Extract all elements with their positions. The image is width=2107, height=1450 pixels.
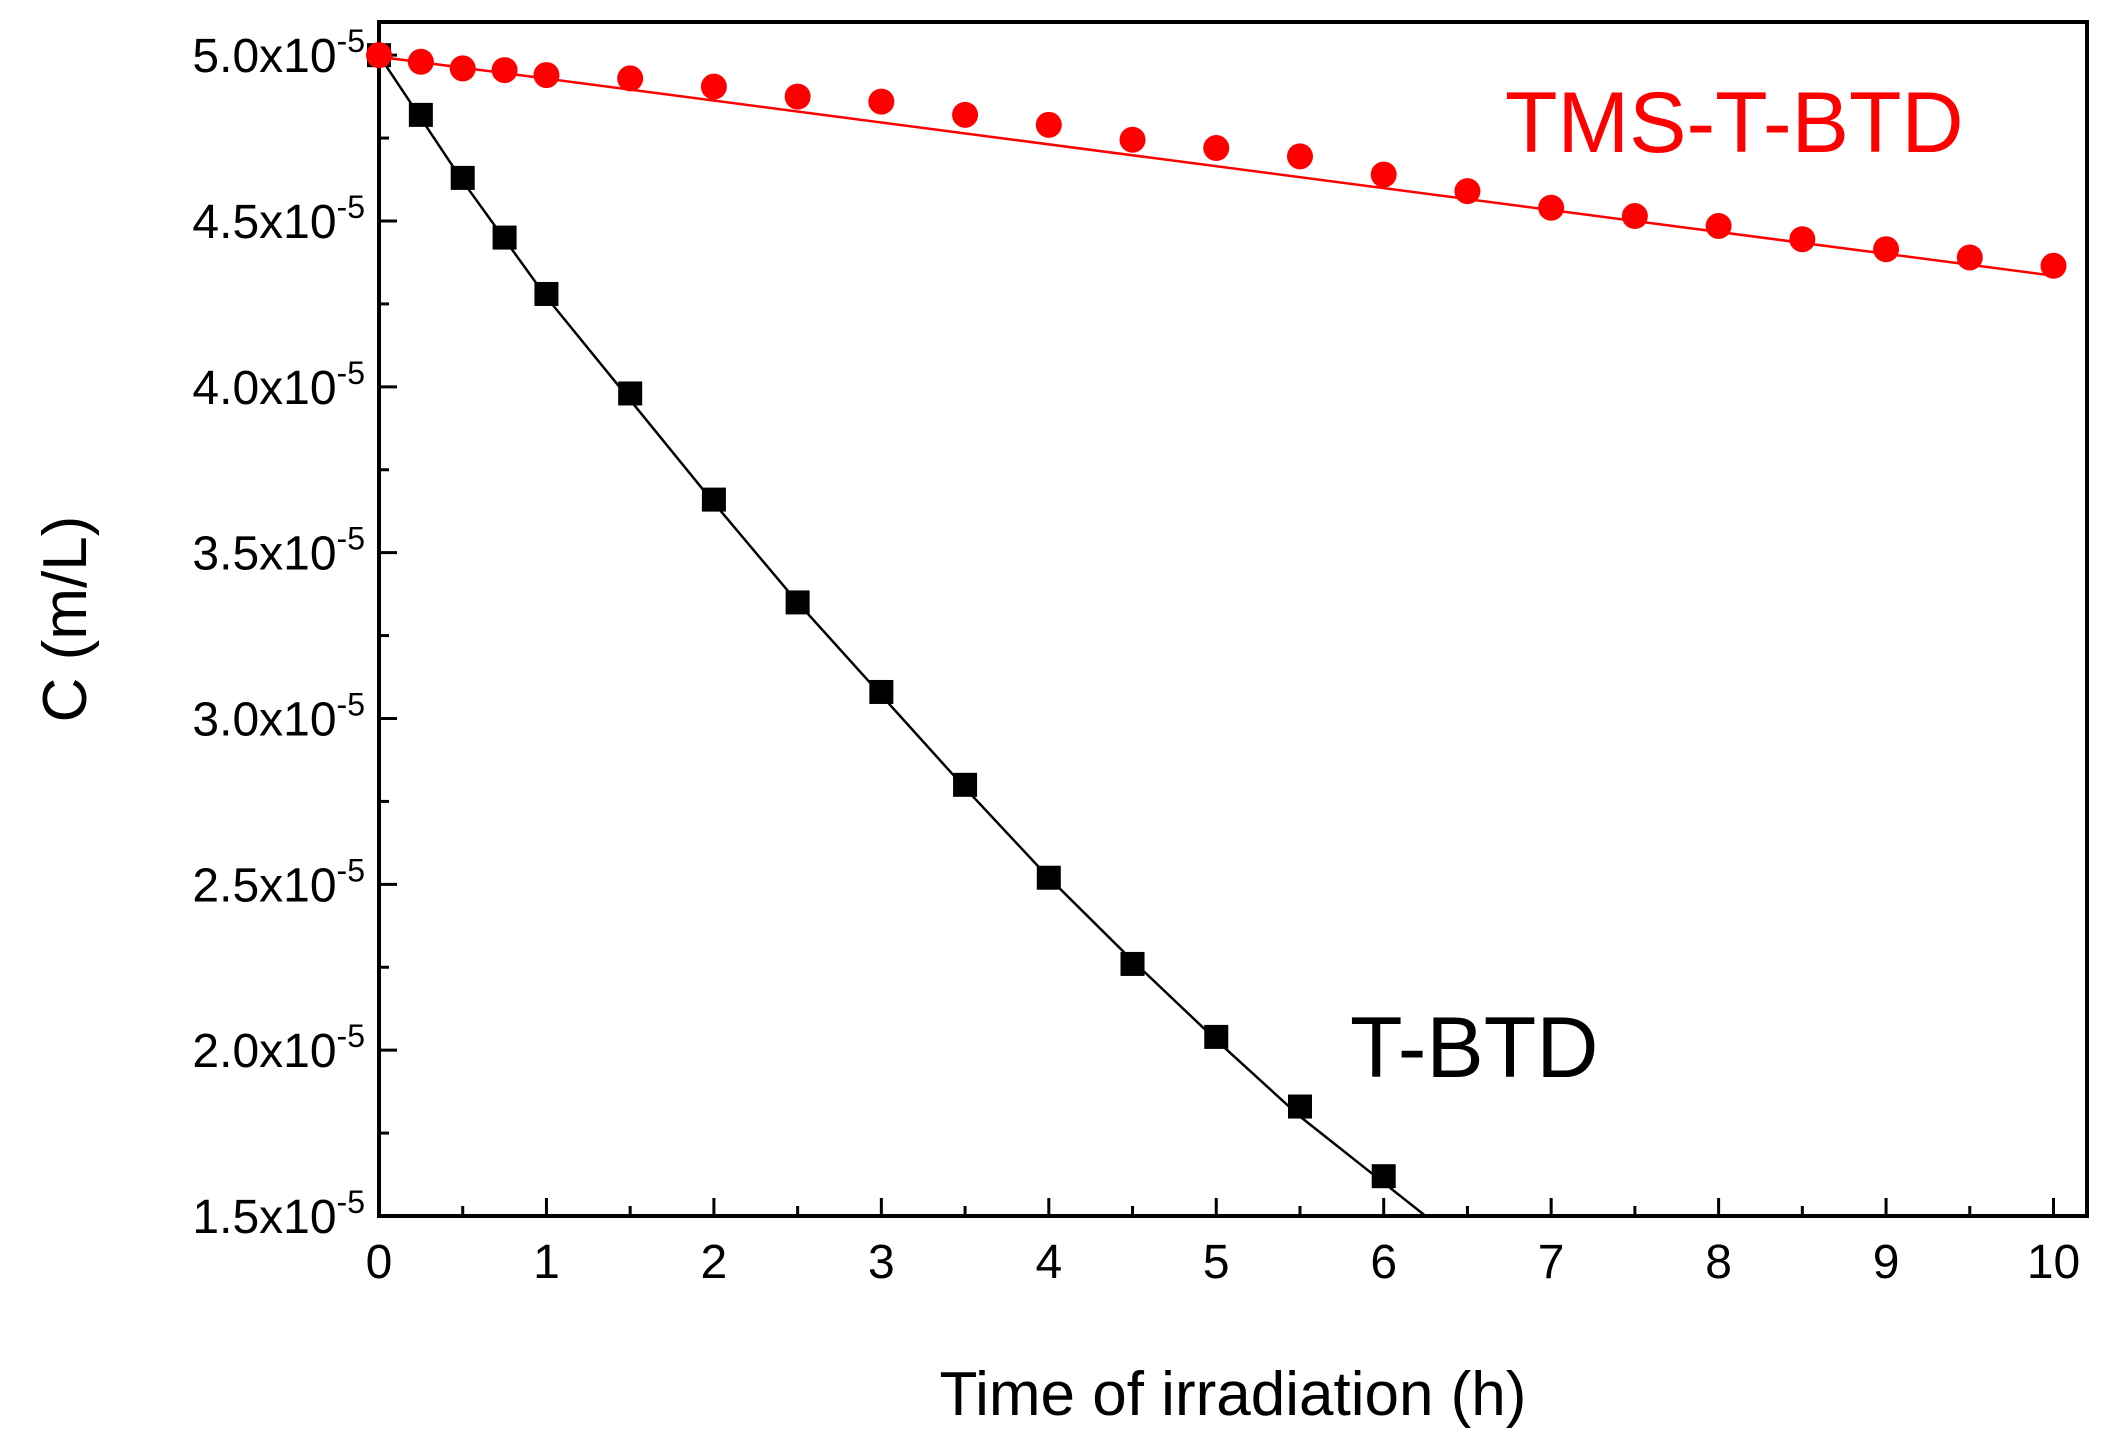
point-t-btd — [1120, 951, 1145, 976]
axis-ticks — [377, 53, 2056, 1218]
y-tick-label: 5.0x10-5 — [192, 23, 365, 83]
x-tick-label: 8 — [1705, 1236, 1732, 1289]
point-t-btd — [618, 381, 643, 406]
point-tms-t-btd — [952, 101, 979, 128]
y-tick-label: 2.0x10-5 — [192, 1018, 365, 1078]
point-tms-t-btd — [1035, 111, 1062, 138]
plot-frame — [377, 20, 2089, 1218]
point-tms-t-btd — [407, 48, 434, 75]
x-tick-label: 9 — [1873, 1236, 1900, 1289]
y-tick-label: 2.5x10-5 — [192, 852, 365, 912]
point-tms-t-btd — [491, 57, 518, 84]
x-tick-label: 7 — [1538, 1236, 1565, 1289]
point-tms-t-btd — [449, 55, 476, 82]
point-tms-t-btd — [1370, 161, 1397, 188]
y-tick-label: 1.5x10-5 — [192, 1184, 365, 1244]
point-t-btd — [785, 590, 810, 615]
point-t-btd — [869, 679, 894, 704]
point-tms-t-btd — [1621, 203, 1648, 230]
point-t-btd — [701, 487, 726, 512]
x-tick-label: 6 — [1370, 1236, 1397, 1289]
y-tick-label: 4.0x10-5 — [192, 355, 365, 415]
point-tms-t-btd — [700, 73, 727, 100]
point-tms-t-btd — [1705, 212, 1732, 239]
point-tms-t-btd — [1956, 244, 1983, 271]
x-tick-label: 10 — [2027, 1236, 2080, 1289]
point-tms-t-btd — [617, 65, 644, 92]
point-tms-t-btd — [1873, 236, 1900, 263]
y-tick-label: 3.0x10-5 — [192, 687, 365, 747]
annotation-t-btd: T-BTD — [1350, 1000, 1598, 1096]
point-tms-t-btd — [2040, 252, 2067, 279]
point-tms-t-btd — [868, 88, 895, 115]
x-tick-label: 1 — [533, 1236, 560, 1289]
x-tick-label: 0 — [366, 1236, 393, 1289]
fit-lines — [377, 54, 2054, 1217]
x-tick-label: 3 — [868, 1236, 895, 1289]
point-t-btd — [450, 165, 475, 190]
point-tms-t-btd — [1286, 143, 1313, 170]
x-axis-title: Time of irradiation (h) — [940, 1360, 1527, 1429]
point-tms-t-btd — [1203, 135, 1230, 162]
point-t-btd — [492, 225, 517, 250]
point-tms-t-btd — [1119, 126, 1146, 153]
point-tms-t-btd — [366, 42, 392, 69]
y-axis-title: C (m/L) — [31, 516, 100, 723]
point-t-btd — [953, 772, 978, 797]
point-tms-t-btd — [533, 62, 560, 89]
point-t-btd — [408, 102, 433, 127]
fit-line-tms-t-btd — [378, 55, 2054, 277]
x-tick-label: 5 — [1203, 1236, 1230, 1289]
data-points — [366, 42, 2067, 1189]
x-tick-label: 4 — [1035, 1236, 1062, 1289]
x-tick-label: 2 — [701, 1236, 728, 1289]
point-tms-t-btd — [1454, 178, 1481, 205]
point-tms-t-btd — [784, 83, 811, 110]
annotation-tms-t-btd: TMS-T-BTD — [1505, 75, 1964, 171]
point-tms-t-btd — [1538, 194, 1565, 221]
point-t-btd — [1371, 1164, 1396, 1189]
fit-line-t-btd — [377, 54, 1427, 1217]
point-tms-t-btd — [1789, 226, 1816, 253]
point-t-btd — [534, 281, 559, 306]
point-t-btd — [1036, 865, 1061, 890]
y-tick-label: 3.5x10-5 — [192, 521, 365, 581]
y-tick-label: 4.5x10-5 — [192, 189, 365, 249]
point-t-btd — [1287, 1094, 1312, 1119]
point-t-btd — [1204, 1024, 1229, 1049]
tick-labels: 0 1 2 3 4 5 6 7 8 9 10 1.5x10-5 2.0x10-5 2.5x10-5 3.0x… — [192, 23, 2080, 1289]
